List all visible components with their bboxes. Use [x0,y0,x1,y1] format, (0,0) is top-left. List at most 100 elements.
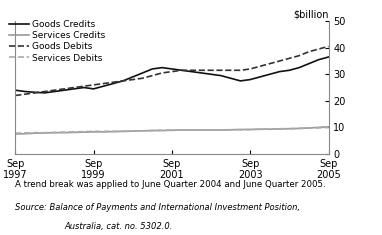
Services Credits [297,127,301,130]
Services Debits [121,130,125,133]
Services Debits [297,127,301,130]
Goods Credits [101,85,106,88]
Goods Credits [13,89,18,92]
Goods Credits [219,74,223,77]
Services Credits [316,126,321,129]
Services Debits [307,127,311,129]
Services Debits [101,130,106,133]
Services Debits [91,130,96,133]
Services Credits [121,130,125,133]
Services Debits [326,126,331,129]
Services Debits [170,129,174,131]
Goods Debits [170,70,174,73]
Services Debits [42,131,47,134]
Line: Services Credits: Services Credits [15,127,329,134]
Goods Debits [267,62,272,65]
Services Credits [91,130,96,133]
Services Debits [140,129,145,132]
Services Credits [219,129,223,131]
Services Debits [209,129,214,131]
Goods Debits [91,83,96,86]
Services Credits [23,132,28,135]
Goods Debits [297,54,301,57]
Goods Debits [72,86,76,89]
Goods Debits [81,85,86,88]
Goods Credits [209,73,214,76]
Services Credits [199,129,204,131]
Goods Debits [228,69,233,72]
Goods Credits [238,79,243,82]
Goods Credits [150,67,155,70]
Goods Debits [209,69,214,72]
Services Debits [13,132,18,135]
Services Debits [52,131,57,134]
Goods Credits [160,66,164,69]
Line: Services Debits: Services Debits [15,127,329,133]
Services Credits [150,129,155,132]
Goods Credits [72,87,76,90]
Services Debits [32,131,37,134]
Goods Debits [52,89,57,92]
Goods Credits [52,90,57,93]
Goods Credits [131,75,135,78]
Services Credits [238,128,243,131]
Goods Credits [140,71,145,74]
Services Credits [277,128,282,130]
Services Debits [160,129,164,132]
Goods Credits [316,58,321,61]
Goods Debits [316,48,321,51]
Services Debits [248,128,253,131]
Goods Debits [111,81,115,84]
Goods Credits [248,78,253,81]
Goods Debits [140,77,145,80]
Goods Credits [81,86,86,89]
Goods Debits [42,90,47,93]
Legend: Goods Credits, Services Credits, Goods Debits, Services Debits: Goods Credits, Services Credits, Goods D… [9,20,106,63]
Goods Debits [150,74,155,77]
Services Credits [287,127,292,130]
Text: A trend break was applied to June Quarter 2004 and June Quarter 2005.: A trend break was applied to June Quarte… [15,180,326,189]
Line: Goods Credits: Goods Credits [15,57,329,93]
Services Credits [111,130,115,133]
Goods Credits [189,70,194,73]
Services Debits [316,126,321,129]
Goods Debits [180,69,184,72]
Goods Credits [287,69,292,72]
Services Debits [219,129,223,131]
Goods Credits [42,91,47,94]
Goods Credits [228,77,233,80]
Services Credits [52,131,57,134]
Goods Debits [160,71,164,74]
Goods Debits [101,82,106,85]
Goods Debits [277,60,282,63]
Goods Credits [277,70,282,73]
Goods Credits [180,69,184,72]
Services Credits [326,125,331,128]
Goods Debits [32,91,37,94]
Services Credits [81,131,86,133]
Services Credits [42,132,47,134]
Goods Debits [238,69,243,72]
Goods Debits [121,79,125,82]
Goods Credits [32,91,37,94]
Goods Credits [326,56,331,59]
Goods Credits [62,89,66,92]
Services Credits [72,131,76,134]
Services Debits [72,130,76,133]
Goods Debits [199,69,204,72]
Services Credits [62,131,66,134]
Goods Debits [287,57,292,60]
Goods Debits [258,65,262,68]
Services Credits [248,128,253,131]
Goods Credits [170,67,174,70]
Services Credits [307,126,311,129]
Line: Goods Debits: Goods Debits [15,46,329,95]
Goods Debits [248,67,253,70]
Text: $billion: $billion [293,10,329,20]
Text: Source: Balance of Payments and International Investment Position,: Source: Balance of Payments and Internat… [15,203,300,212]
Services Debits [111,130,115,133]
Services Credits [209,129,214,131]
Services Debits [228,128,233,131]
Text: Australia, cat. no. 5302.0.: Australia, cat. no. 5302.0. [65,222,173,231]
Goods Debits [326,45,331,48]
